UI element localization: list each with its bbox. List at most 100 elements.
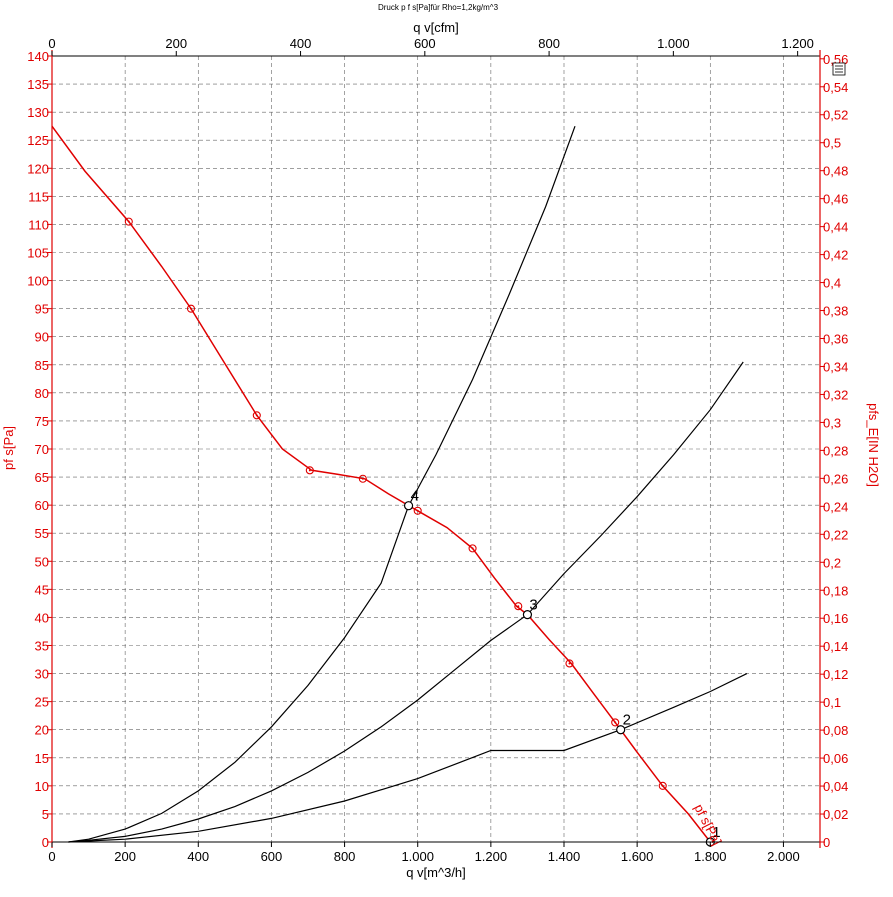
fan-curve-marker <box>611 718 620 727</box>
y-tick-label: 30 <box>35 667 49 682</box>
y-tick-label: 70 <box>35 442 49 457</box>
y-tick-label: 35 <box>35 639 49 654</box>
y2-tick-label: 0,08 <box>823 723 848 738</box>
y2-tick-label: 0,5 <box>823 136 841 151</box>
x-tick-label: 1.600 <box>621 849 654 864</box>
fan-curve-marker <box>514 602 523 611</box>
y2-tick-label: 0,32 <box>823 387 848 402</box>
y2-tick-label: 0,52 <box>823 108 848 123</box>
operating-point-label: 1 <box>712 824 720 841</box>
y2-tick-label: 0,12 <box>823 667 848 682</box>
chart-title: Druck p f s[Pa]für Rho=1,2kg/m^3 <box>378 3 499 12</box>
operating-point-label: 4 <box>411 488 419 505</box>
fan-curve-marker <box>468 544 477 553</box>
x2-tick-label: 1.200 <box>781 36 814 51</box>
system-curve-line <box>68 361 744 843</box>
y2-tick-label: 0,54 <box>823 80 848 95</box>
y2-tick-label: 0,46 <box>823 192 848 207</box>
fan-curve-marker-dot <box>517 605 520 608</box>
x-tick-label: 1.000 <box>401 849 434 864</box>
x-tick-label: 1.800 <box>694 849 727 864</box>
y2-tick-label: 0,42 <box>823 248 848 263</box>
x-tick-label: 400 <box>187 849 209 864</box>
y-tick-label: 65 <box>35 470 49 485</box>
y2-tick-label: 0,18 <box>823 583 848 598</box>
y2-tick-label: 0,1 <box>823 695 841 710</box>
fan-curve-marker <box>124 217 133 226</box>
y-tick-label: 40 <box>35 610 49 625</box>
fan-curve-marker-dot <box>471 547 474 550</box>
x2-tick-label: 200 <box>165 36 187 51</box>
y2-tick-label: 0,04 <box>823 779 848 794</box>
fan-curve-marker <box>413 506 422 515</box>
fan-curve-marker <box>565 659 574 668</box>
operating-point-marker <box>403 501 414 511</box>
fan-curve-marker-dot <box>568 662 571 665</box>
y-tick-label: 85 <box>35 358 49 373</box>
system-curve-line <box>68 673 748 843</box>
y2-tick-label: 0,24 <box>823 499 848 514</box>
x-axis-title: q v[m^3/h] <box>406 865 466 880</box>
y-tick-label: 10 <box>35 779 49 794</box>
y-tick-label: 75 <box>35 414 49 429</box>
y2-tick-label: 0,22 <box>823 527 848 542</box>
y2-tick-label: 0,34 <box>823 359 848 374</box>
y-axis-title: pf s[Pa] <box>1 426 16 470</box>
x-tick-label: 0 <box>48 849 55 864</box>
y-tick-label: 115 <box>28 189 49 204</box>
y-tick-label: 105 <box>27 246 49 261</box>
y2-tick-label: 0,3 <box>823 415 841 430</box>
fan-curve-marker <box>658 781 667 790</box>
y2-tick-label: 0,2 <box>823 555 841 570</box>
x2-tick-label: 400 <box>290 36 312 51</box>
fan-curve-marker <box>252 411 261 420</box>
y2-axis-title: pfs_E[IN H2O] <box>866 403 881 487</box>
x-tick-label: 800 <box>334 849 356 864</box>
operating-point-marker <box>522 610 533 620</box>
y-tick-label: 95 <box>35 302 49 317</box>
y2-tick-label: 0,16 <box>823 611 848 626</box>
y2-tick-label: 0,02 <box>823 807 848 822</box>
x-tick-label: 1.200 <box>475 849 508 864</box>
fan-curve-marker-dot <box>361 477 364 480</box>
y2-tick-label: 0,28 <box>823 443 848 458</box>
y2-tick-label: 0,36 <box>823 332 848 347</box>
y-tick-label: 80 <box>35 386 49 401</box>
fan-curve-marker <box>186 304 196 313</box>
y-tick-label: 25 <box>35 695 49 710</box>
operating-point-label: 3 <box>529 597 537 614</box>
y-tick-label: 50 <box>35 554 49 569</box>
fan-curve-marker-dot <box>255 414 258 417</box>
x2-axis-title: q v[cfm] <box>413 20 459 35</box>
y-tick-label: 5 <box>42 807 49 822</box>
y-tick-label: 0 <box>42 835 49 850</box>
y2-tick-label: 0,26 <box>823 471 848 486</box>
fan-curve-marker <box>305 466 314 475</box>
axes: 0 200 400 600 800 1.000 1.200 1.400 1.600 1.800 2.… <box>27 36 848 864</box>
fan-curve-marker-dot <box>127 220 130 223</box>
y-tick-label: 60 <box>35 498 49 513</box>
x-tick-label: 600 <box>261 849 283 864</box>
y-tick-label: 135 <box>27 77 49 92</box>
y2-tick-label: 0,48 <box>823 164 848 179</box>
y-tick-label: 110 <box>28 217 49 232</box>
y2-tick-label: 0,4 <box>823 276 841 291</box>
y-tick-label: 100 <box>27 274 49 289</box>
x2-tick-label: 600 <box>414 36 436 51</box>
y-tick-label: 125 <box>27 133 49 148</box>
y-tick-label: 90 <box>35 330 49 345</box>
y2-tick-label: 0,38 <box>823 304 848 319</box>
fan-curve-marker-dot <box>189 307 192 310</box>
fan-curve-line <box>51 125 711 843</box>
y-tick-label: 140 <box>27 49 49 64</box>
y2-tick-label: 0,06 <box>823 751 848 766</box>
legend-icon[interactable] <box>832 62 846 76</box>
y-tick-label: 130 <box>27 105 49 120</box>
operating-point-marker <box>616 725 626 735</box>
fan-curve-marker-dot <box>308 469 311 472</box>
x2-tick-label: 1.000 <box>657 36 690 51</box>
x-tick-label: 200 <box>114 849 136 864</box>
x2-tick-label: 800 <box>538 36 560 51</box>
